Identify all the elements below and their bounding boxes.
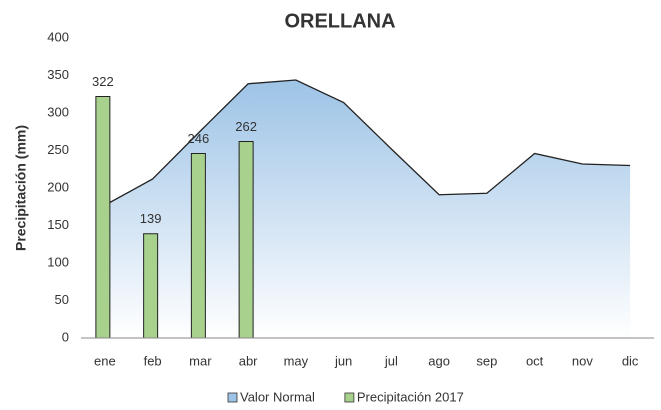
bar (143, 233, 159, 339)
y-tick-label: 200 (47, 179, 69, 194)
bar (95, 96, 111, 339)
area (104, 80, 631, 338)
y-tick-label: 350 (47, 67, 69, 82)
area-line (104, 79, 631, 206)
x-tick-label: ago (428, 353, 450, 368)
data-label: 262 (235, 119, 257, 134)
y-tick-label: 100 (47, 254, 69, 269)
y-axis-label: Precipitación (mm) (13, 125, 29, 251)
x-tick-label: may (284, 353, 309, 368)
x-tick-label: nov (572, 353, 593, 368)
legend-swatch (227, 392, 238, 403)
y-tick-label: 250 (47, 142, 69, 157)
bar (238, 141, 254, 339)
x-tick-label: sep (476, 353, 497, 368)
y-tick-label: 50 (55, 292, 69, 307)
data-label: 246 (188, 131, 210, 146)
x-tick-label: feb (144, 353, 162, 368)
bar (190, 153, 206, 339)
x-tick-label: jun (334, 353, 352, 368)
x-tick-label: mar (189, 353, 212, 368)
y-tick-label: 400 (47, 29, 69, 44)
x-tick-label: jul (384, 353, 398, 368)
data-label: 139 (140, 211, 162, 226)
y-tick-label: 150 (47, 217, 69, 232)
legend-label: Valor Normal (240, 389, 315, 404)
y-tick-label: 300 (47, 104, 69, 119)
data-label: 322 (92, 74, 114, 89)
x-tick-label: oct (526, 353, 544, 368)
x-tick-label: dic (622, 353, 639, 368)
chart-title: ORELLANA (284, 10, 395, 32)
x-tick-label: abr (239, 353, 258, 368)
legend-label: Precipitación 2017 (357, 389, 464, 404)
x-tick-label: ene (94, 353, 116, 368)
y-tick-label: 0 (62, 329, 69, 344)
legend-swatch (344, 392, 355, 403)
